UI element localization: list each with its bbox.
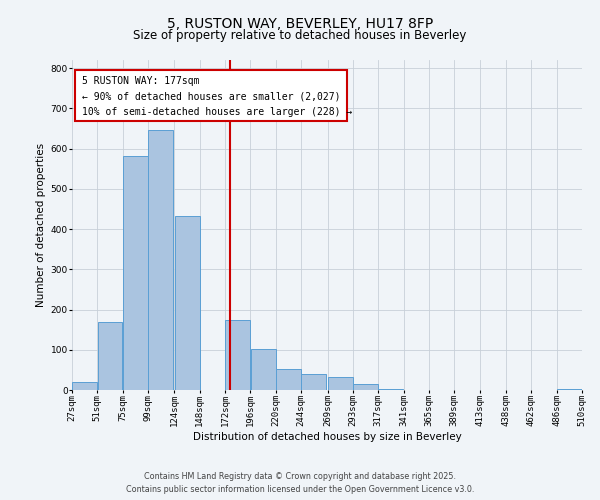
Bar: [379, 389, 403, 390]
Bar: [328, 376, 353, 390]
Bar: [148, 130, 173, 390]
Bar: [123, 156, 148, 390]
Bar: [72, 382, 97, 390]
Text: Size of property relative to detached houses in Beverley: Size of property relative to detached ho…: [133, 29, 467, 42]
FancyBboxPatch shape: [74, 70, 347, 121]
Text: 10% of semi-detached houses are larger (228) →: 10% of semi-detached houses are larger (…: [82, 107, 352, 117]
Text: ← 90% of detached houses are smaller (2,027): ← 90% of detached houses are smaller (2,…: [82, 92, 341, 102]
Bar: [301, 374, 326, 390]
Bar: [557, 389, 582, 390]
Text: 5 RUSTON WAY: 177sqm: 5 RUSTON WAY: 177sqm: [82, 76, 200, 86]
Bar: [276, 370, 301, 390]
Text: 5, RUSTON WAY, BEVERLEY, HU17 8FP: 5, RUSTON WAY, BEVERLEY, HU17 8FP: [167, 18, 433, 32]
Y-axis label: Number of detached properties: Number of detached properties: [37, 143, 46, 307]
Bar: [98, 322, 122, 390]
X-axis label: Distribution of detached houses by size in Beverley: Distribution of detached houses by size …: [193, 432, 461, 442]
Bar: [175, 216, 199, 390]
Text: Contains HM Land Registry data © Crown copyright and database right 2025.
Contai: Contains HM Land Registry data © Crown c…: [126, 472, 474, 494]
Bar: [251, 350, 275, 390]
Bar: [226, 320, 250, 390]
Bar: [353, 384, 378, 390]
